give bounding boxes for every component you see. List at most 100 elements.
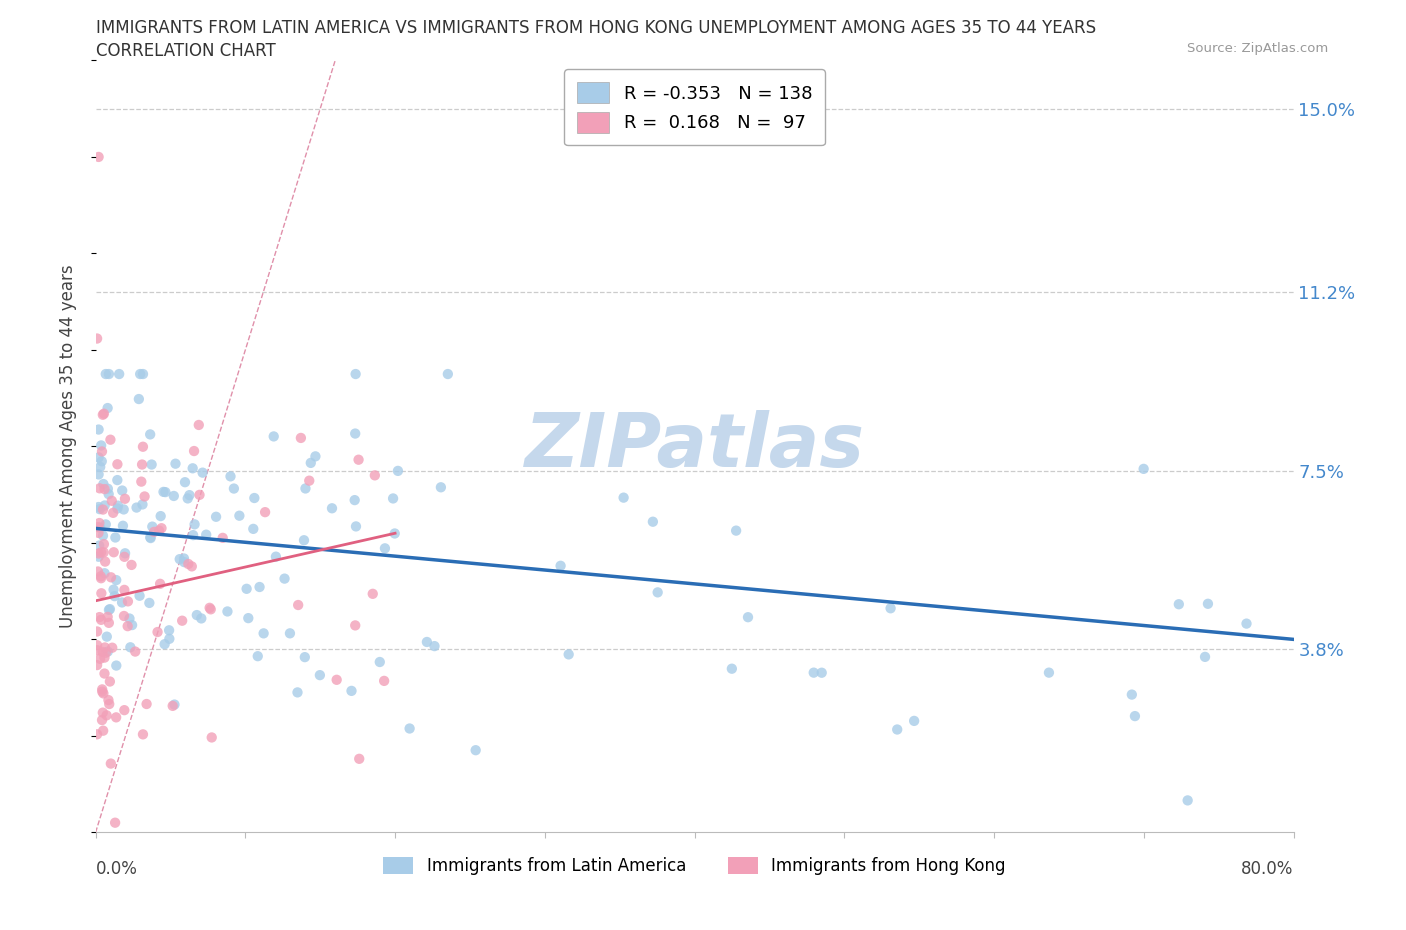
Point (131, 457, 153, 472)
Point (373, 673, 395, 688)
Legend: Immigrants from Latin America, Immigrants from Hong Kong: Immigrants from Latin America, Immigrant… (377, 850, 1012, 882)
Point (87, 520, 110, 535)
Point (803, 665, 825, 680)
Point (810, 665, 832, 680)
Point (139, 427, 162, 442)
Point (89, 610, 111, 625)
Point (89, 515, 111, 530)
Point (325, 672, 347, 687)
Point (298, 473, 321, 488)
Point (111, 518, 134, 533)
Point (243, 491, 266, 506)
Point (183, 444, 205, 458)
Point (93, 537, 115, 551)
Point (141, 519, 163, 534)
Point (186, 607, 208, 622)
Point (181, 461, 204, 476)
Point (87, 467, 110, 482)
Text: Source: ZipAtlas.com: Source: ZipAtlas.com (1188, 42, 1329, 55)
Point (97, 616, 120, 631)
Point (1194, 649, 1216, 664)
Point (172, 613, 194, 628)
Point (1236, 617, 1258, 631)
Point (179, 487, 201, 502)
Point (139, 531, 162, 546)
Point (228, 509, 250, 524)
Point (90, 545, 112, 560)
Point (93, 476, 115, 491)
Point (97, 644, 120, 659)
Point (104, 816, 127, 830)
Point (382, 491, 405, 506)
Point (141, 458, 163, 472)
Point (103, 582, 125, 597)
Point (90, 569, 112, 584)
Point (1132, 461, 1154, 476)
Point (91, 724, 114, 738)
Point (98, 674, 121, 689)
Point (93, 545, 115, 560)
Point (98, 697, 121, 711)
Point (117, 594, 139, 609)
Point (112, 582, 135, 597)
Point (87, 422, 110, 437)
Point (132, 366, 155, 381)
Point (131, 474, 153, 489)
Point (157, 631, 180, 646)
Point (86, 331, 108, 346)
Point (93, 482, 115, 497)
Point (94, 645, 117, 660)
Point (90, 612, 112, 627)
Point (416, 634, 439, 649)
Point (384, 526, 406, 541)
Point (183, 517, 205, 532)
Point (93, 406, 115, 421)
Point (101, 505, 124, 520)
Point (647, 585, 669, 600)
Point (299, 456, 322, 471)
Point (150, 521, 173, 536)
Point (87, 546, 110, 561)
Point (287, 685, 309, 700)
Point (103, 545, 125, 560)
Point (93, 498, 115, 513)
Y-axis label: Unemployment Among Ages 35 to 44 years: Unemployment Among Ages 35 to 44 years (59, 265, 77, 628)
Point (89, 651, 111, 666)
Point (294, 650, 316, 665)
Point (387, 463, 409, 478)
Point (188, 487, 211, 502)
Point (89, 501, 111, 516)
Point (198, 601, 221, 616)
Point (100, 570, 122, 585)
Point (86, 727, 108, 742)
Point (1197, 596, 1219, 611)
Point (344, 519, 367, 534)
Point (101, 494, 124, 509)
Point (264, 550, 287, 565)
Point (187, 418, 209, 432)
Point (97, 482, 120, 497)
Point (112, 608, 135, 623)
Point (93, 686, 115, 701)
Point (87, 565, 110, 579)
Point (91, 444, 114, 458)
Point (344, 426, 367, 441)
Point (287, 598, 309, 613)
Point (398, 721, 420, 736)
Point (94, 366, 117, 381)
Point (181, 527, 204, 542)
Point (290, 431, 312, 445)
Point (344, 366, 367, 381)
Point (86, 638, 108, 653)
Point (641, 514, 664, 529)
Point (146, 625, 169, 640)
Point (91, 644, 114, 659)
Point (273, 571, 295, 586)
Point (97, 693, 120, 708)
Point (131, 497, 153, 512)
Point (91, 712, 114, 727)
Point (173, 554, 195, 569)
Point (121, 618, 143, 632)
Point (93, 565, 115, 580)
Text: 0.0%: 0.0% (96, 860, 138, 878)
